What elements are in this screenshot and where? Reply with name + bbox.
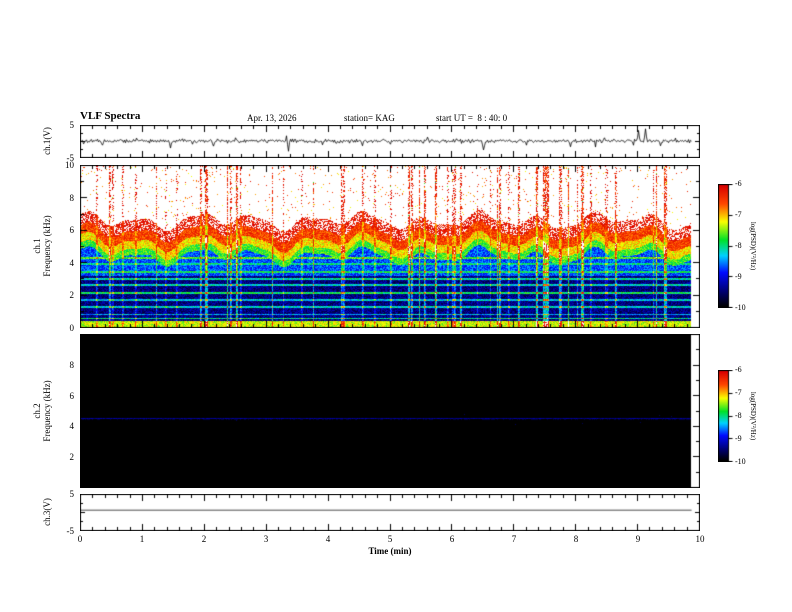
tick-label: 4 (325, 534, 331, 544)
ch3-waveform-canvas (80, 494, 700, 531)
ch1-spectrogram-canvas (80, 165, 700, 328)
tick-label: 5 (387, 534, 393, 544)
tick-label: 1 (139, 534, 145, 544)
tick-label: -10 (735, 303, 746, 312)
tick-label: 2 (201, 534, 207, 544)
colorbar-ch1 (718, 184, 734, 308)
tick-label: 4 (69, 257, 75, 268)
ch1-waveform-canvas (80, 125, 700, 158)
ch2-frequency-axis-label: ch.2 Frequency (kHz) (32, 380, 52, 441)
tick-label: 4 (69, 421, 75, 432)
tick-label: -7 (735, 388, 742, 397)
tick-label: 5 (69, 120, 75, 130)
date-label: Apr. 13, 2026 (247, 113, 297, 123)
colorbar1-label: log(PSD)(V²/Hz) (749, 221, 757, 271)
tick-label: 0 (69, 323, 75, 333)
tick-label: 5 (69, 489, 75, 499)
tick-label: -10 (735, 457, 746, 466)
tick-label: 8 (69, 192, 75, 203)
colorbar-ch2 (718, 370, 734, 462)
tick-label: -6 (735, 365, 742, 374)
tick-label: 3 (263, 534, 269, 544)
tick-label: -8 (735, 241, 742, 250)
tick-label: 9 (635, 534, 641, 544)
tick-label: -5 (66, 153, 75, 163)
x-axis-title: Time (min) (368, 546, 412, 556)
tick-label: 6 (69, 390, 75, 401)
ch1-voltage-axis-label: ch.1(V) (42, 127, 52, 155)
tick-label: 6 (69, 225, 75, 236)
figure-title: VLF Spectra (80, 110, 141, 122)
ch3-voltage-axis-label: ch.3(V) (42, 498, 52, 526)
station-label: station= KAG (344, 113, 395, 123)
tick-label: 2 (69, 290, 75, 301)
tick-label: 8 (573, 534, 579, 544)
tick-label: 6 (449, 534, 455, 544)
tick-label: 8 (69, 359, 75, 370)
start-ut-label: start UT = 8 : 40: 0 (436, 113, 508, 123)
tick-label: -7 (735, 210, 742, 219)
tick-label: 10 (65, 160, 74, 170)
tick-label: 10 (695, 534, 705, 544)
tick-label: -9 (735, 272, 742, 281)
tick-label: 7 (511, 534, 517, 544)
tick-label: -5 (66, 526, 75, 536)
tick-label: -9 (735, 434, 742, 443)
ch2-axis-channel-label: ch.2 (32, 403, 42, 419)
ch2-axis-units-label: Frequency (kHz) (42, 380, 52, 442)
tick-label: -6 (735, 179, 742, 188)
tick-label: 0 (77, 534, 83, 544)
colorbar2-label: log(PSD)(V²/Hz) (749, 391, 757, 441)
tick-label: 2 (69, 452, 75, 463)
tick-label: -8 (735, 411, 742, 420)
ch2-spectrogram-canvas (80, 334, 700, 488)
